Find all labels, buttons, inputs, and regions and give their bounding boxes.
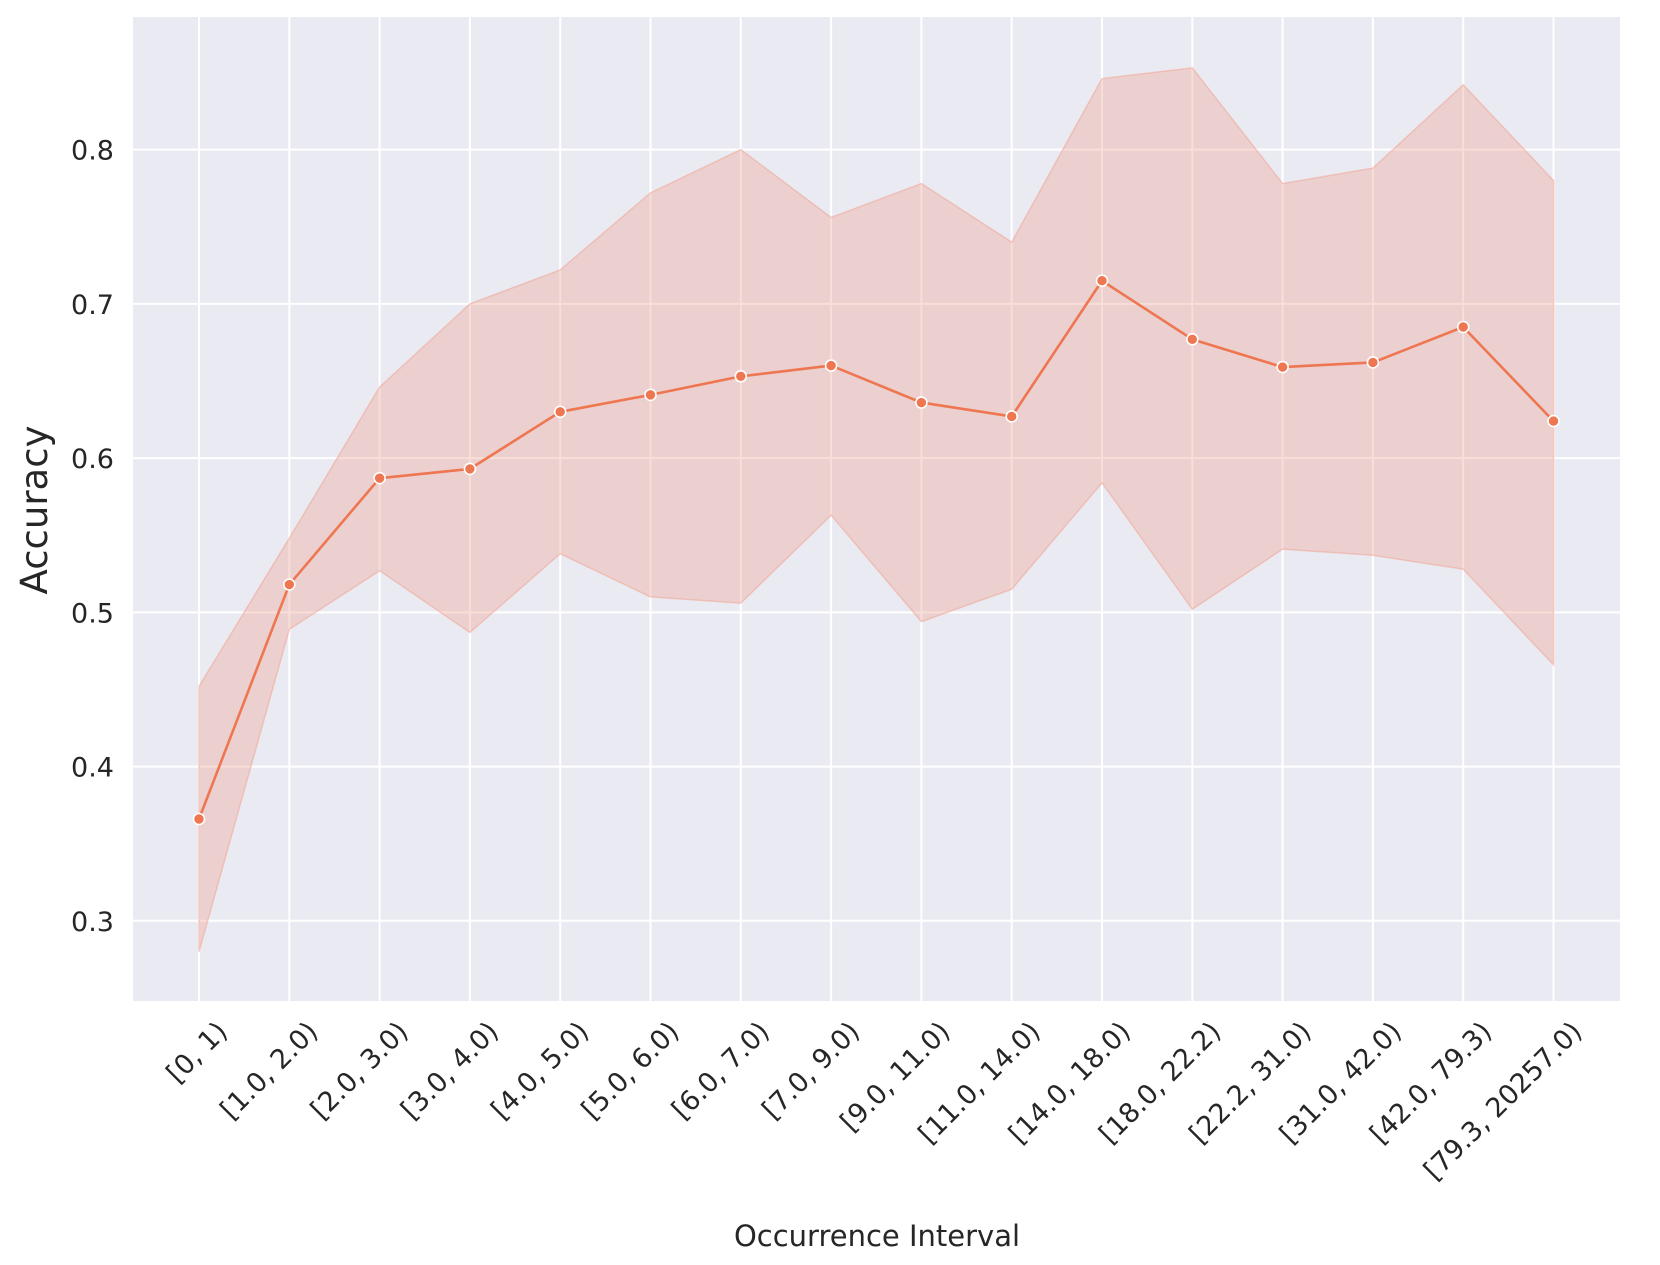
data-point <box>553 405 567 419</box>
x-tick-label: [5.0, 6.0) <box>576 1016 686 1126</box>
data-point <box>192 812 206 826</box>
y-tick-label: 0.4 <box>71 753 114 784</box>
y-tick-label: 0.3 <box>71 907 114 938</box>
data-point <box>734 370 748 383</box>
y-tick-label: 0.5 <box>71 598 114 629</box>
data-point <box>1366 356 1380 369</box>
y-tick-label: 0.8 <box>71 136 114 167</box>
x-tick-label: [6.0, 7.0) <box>666 1016 776 1126</box>
data-point <box>1095 274 1109 288</box>
confidence-band <box>198 67 1555 952</box>
x-tick-label: [0, 1) <box>161 1016 234 1089</box>
x-tick-label: [1.0, 2.0) <box>215 1016 325 1126</box>
y-tick-labels: 0.3 0.4 0.5 0.6 0.7 0.8 <box>71 136 114 938</box>
data-point <box>1456 320 1470 334</box>
data-point <box>463 462 477 476</box>
data-point <box>1276 360 1289 374</box>
x-tick-label: [2.0, 3.0) <box>305 1016 415 1126</box>
x-axis-title: Occurrence Interval <box>734 1219 1020 1253</box>
x-tick-label: [3.0, 4.0) <box>395 1016 505 1126</box>
x-tick-label: [4.0, 5.0) <box>485 1016 595 1126</box>
data-point <box>915 396 928 409</box>
data-points <box>192 274 1560 826</box>
y-tick-label: 0.7 <box>71 290 114 321</box>
x-tick-label: [79.3, 20257.0) <box>1418 1016 1588 1186</box>
data-point <box>373 471 386 485</box>
grid-lines <box>133 17 1620 1001</box>
data-point <box>282 578 296 591</box>
data-point <box>644 388 657 402</box>
x-tick-labels: [0, 1)[1.0, 2.0)[2.0, 3.0)[3.0, 4.0)[4.0… <box>161 1016 1589 1186</box>
data-point <box>1186 333 1199 346</box>
series-line <box>197 279 1555 820</box>
ci-band <box>198 67 1555 952</box>
data-point <box>1547 414 1560 428</box>
data-point <box>1005 410 1019 423</box>
data-point <box>824 359 838 372</box>
y-axis-title: Accuracy <box>13 426 56 595</box>
y-tick-label: 0.6 <box>71 444 114 475</box>
series-polyline <box>197 279 1555 820</box>
